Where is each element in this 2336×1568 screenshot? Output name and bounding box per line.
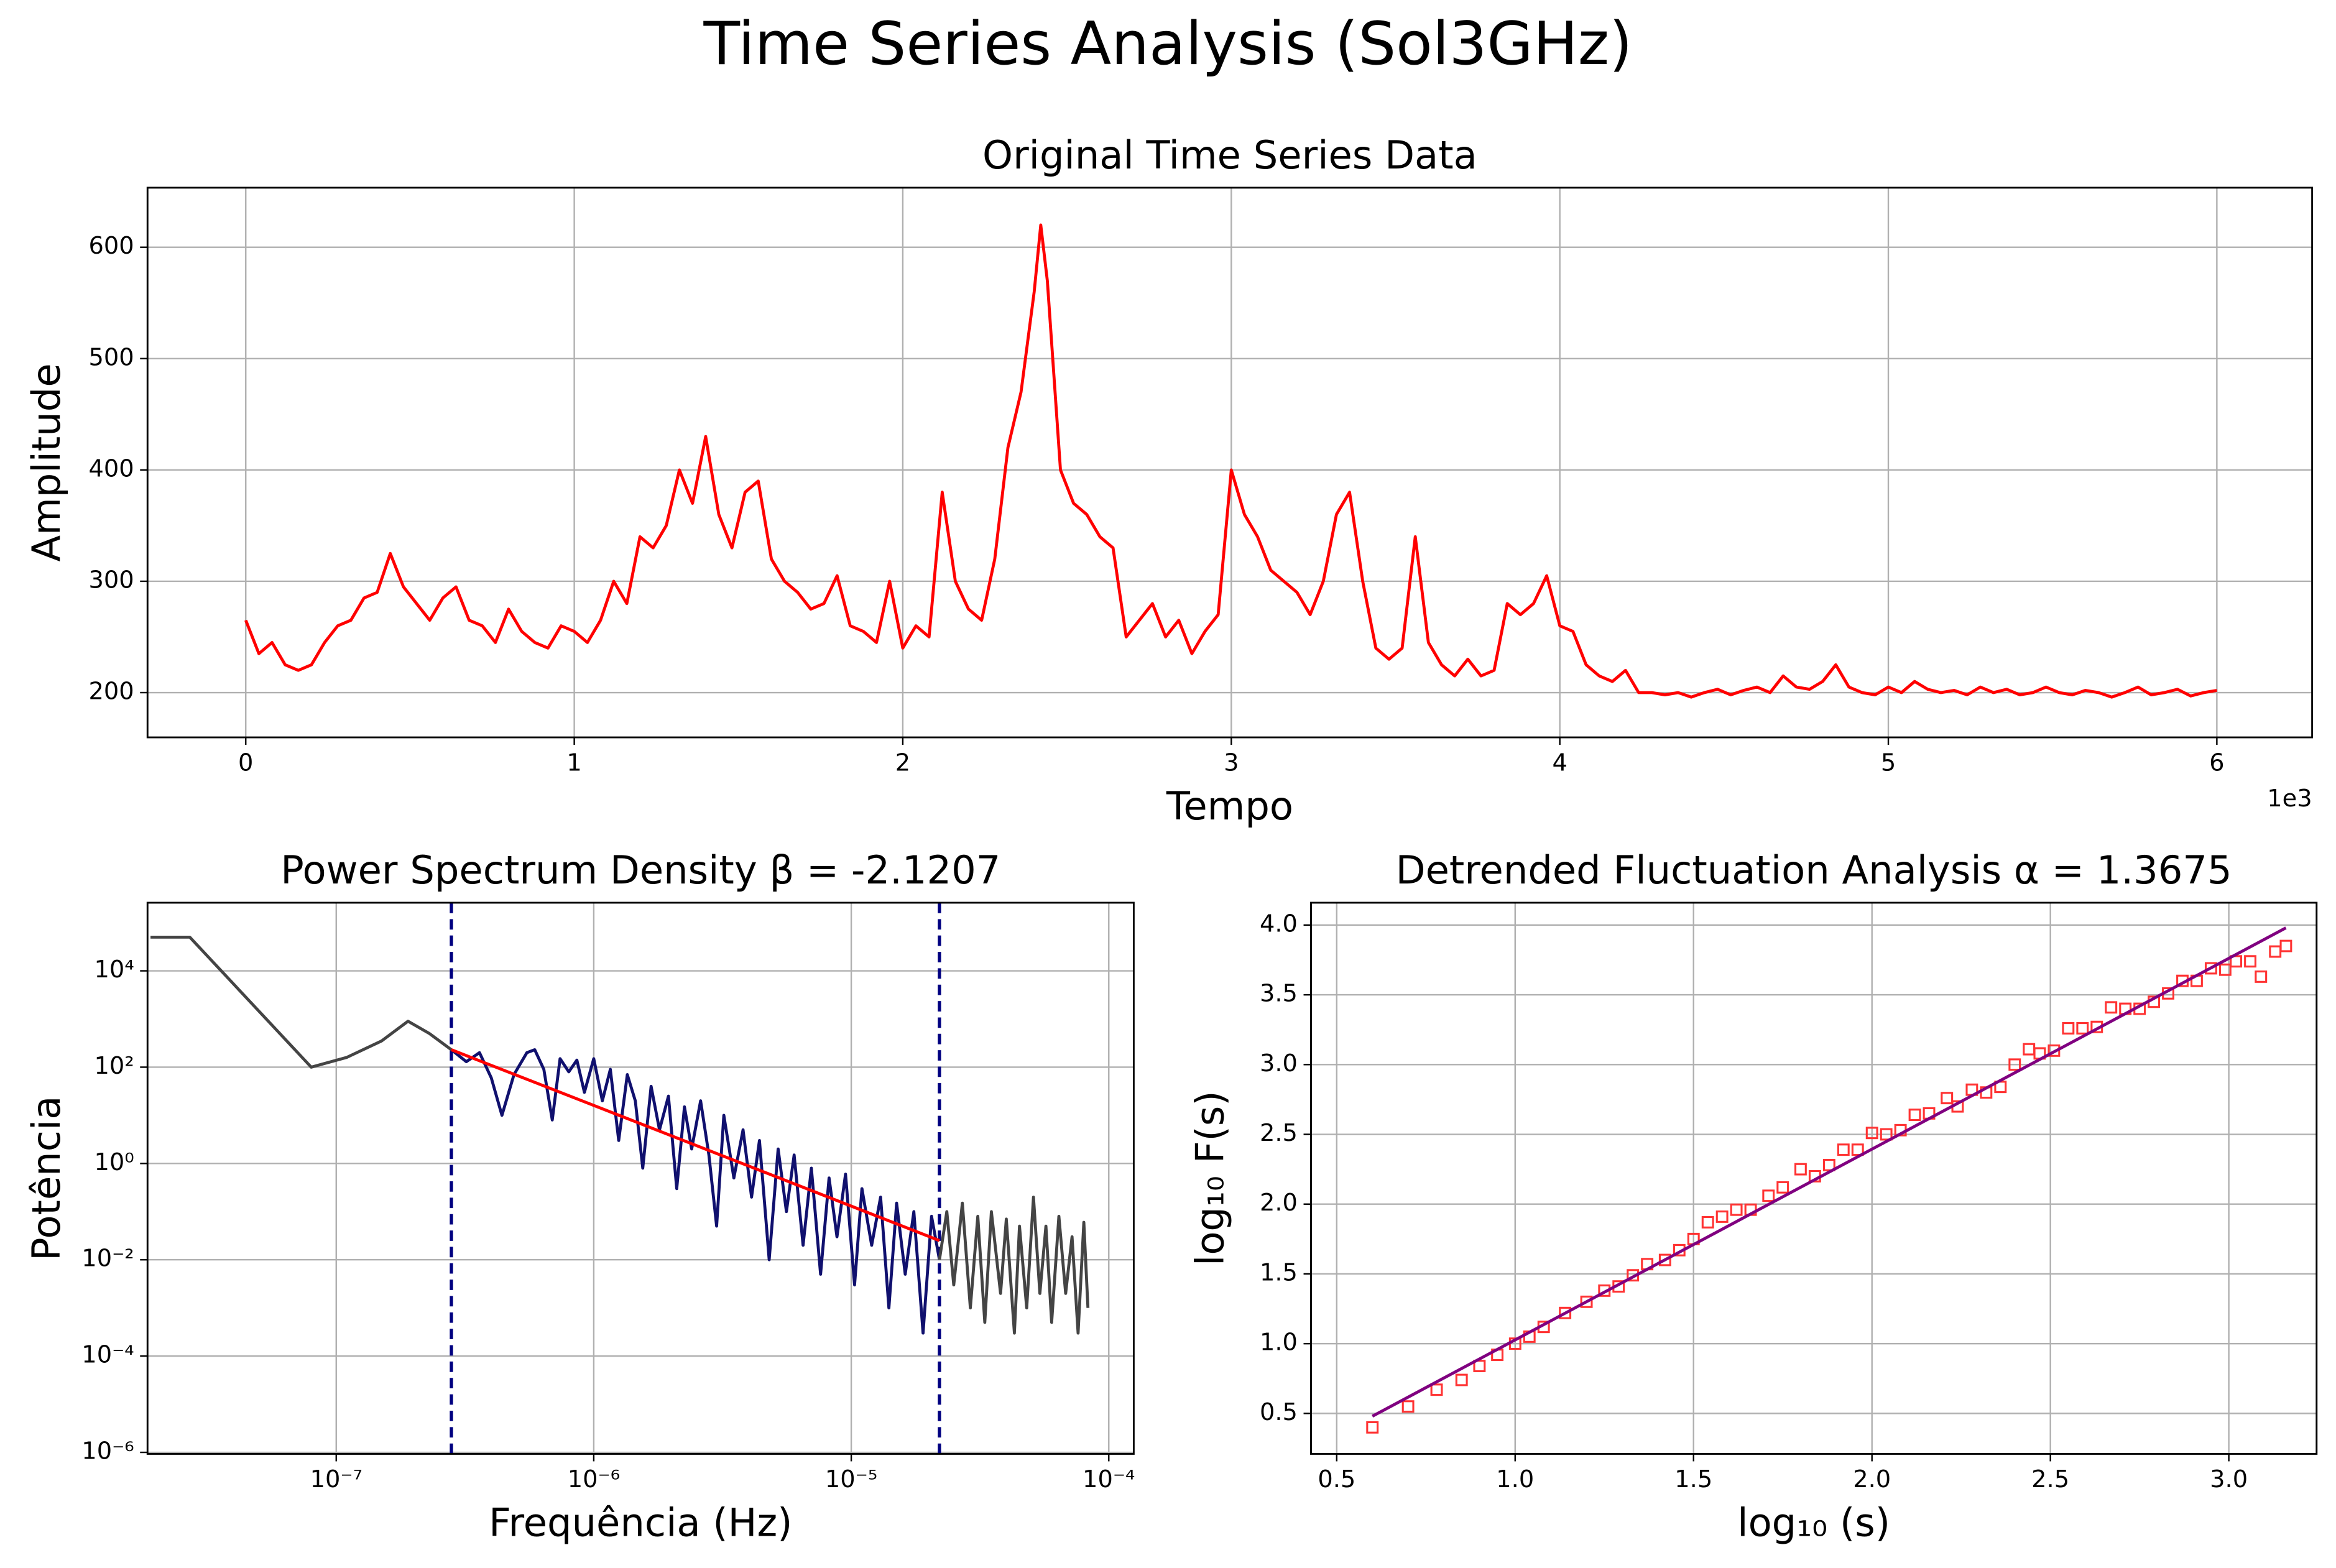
x-axis-label: Tempo <box>1166 783 1293 829</box>
series-line <box>150 936 453 1069</box>
x-tick-label: 2.0 <box>1853 1465 1891 1493</box>
x-tick-label: 10⁻⁷ <box>310 1465 362 1493</box>
series-line <box>938 1196 1090 1335</box>
x-axis-label: Frequência (Hz) <box>489 1500 792 1546</box>
x-tick-label: 10⁻⁴ <box>1083 1465 1135 1493</box>
data-point <box>1837 1143 1850 1156</box>
y-tick-label: 2.0 <box>1260 1189 1298 1217</box>
data-point <box>1658 1253 1671 1266</box>
chart-title: Detrended Fluctuation Analysis α = 1.367… <box>1396 847 2232 893</box>
data-point <box>1401 1400 1415 1413</box>
data-point <box>1455 1373 1468 1386</box>
x-tick-label: 6 <box>2209 749 2224 777</box>
x-tick-label: 2.5 <box>2031 1465 2069 1493</box>
x-tick-label: 3 <box>1224 749 1239 777</box>
data-point <box>1730 1203 1743 1216</box>
x-tick-label: 5 <box>1881 749 1896 777</box>
data-point <box>1762 1189 1775 1202</box>
data-point <box>1430 1383 1443 1396</box>
y-tick-label: 200 <box>89 678 134 706</box>
series-line <box>244 223 2217 699</box>
y-tick-label: 4.0 <box>1260 910 1298 938</box>
y-tick-label: 10⁻² <box>81 1245 134 1273</box>
data-point <box>1880 1128 1893 1141</box>
data-point <box>1473 1360 1486 1373</box>
x-tick-label: 4 <box>1552 749 1567 777</box>
y-tick-label: 600 <box>89 232 134 260</box>
y-tick-label: 10² <box>95 1052 134 1080</box>
y-tick-label: 3.5 <box>1260 980 1298 1008</box>
y-tick-label: 10⁻⁴ <box>81 1341 134 1369</box>
plot-frame <box>146 902 1135 1455</box>
x-tick-label: 10⁻⁵ <box>825 1465 877 1493</box>
data-point <box>1794 1163 1807 1176</box>
y-tick-label: 10⁰ <box>95 1148 134 1176</box>
data-point <box>1580 1295 1593 1308</box>
y-tick-label: 10⁻⁶ <box>81 1437 134 1465</box>
y-tick-label: 300 <box>89 566 134 594</box>
data-point <box>2244 955 2256 968</box>
data-point <box>1366 1421 1379 1434</box>
y-tick-label: 1.5 <box>1260 1258 1298 1286</box>
plot-frame <box>1310 902 2318 1455</box>
series-line <box>450 1048 941 1335</box>
data-point <box>2105 1001 2118 1014</box>
y-axis-label: log₁₀ F(s) <box>1187 1091 1232 1266</box>
data-point <box>2255 970 2268 983</box>
data-point <box>2076 1022 2089 1035</box>
x-tick-label: 1.0 <box>1496 1465 1534 1493</box>
y-axis-label: Amplitude <box>24 363 69 561</box>
x-tick-label: 0 <box>238 749 253 777</box>
y-tick-label: 500 <box>89 343 134 371</box>
data-point <box>2279 939 2292 952</box>
data-point <box>2008 1058 2021 1071</box>
x-tick-label: 3.0 <box>2210 1465 2248 1493</box>
y-tick-label: 0.5 <box>1260 1398 1298 1426</box>
data-point <box>1822 1158 1835 1171</box>
series-line <box>1372 926 2287 1418</box>
data-point <box>2062 1022 2075 1035</box>
chart-title: Original Time Series Data <box>982 132 1477 178</box>
chart-title: Power Spectrum Density β = -2.1207 <box>280 847 1000 893</box>
plot-frame <box>146 187 2314 739</box>
data-point <box>1701 1215 1714 1229</box>
y-tick-label: 2.5 <box>1260 1119 1298 1147</box>
data-point <box>1559 1306 1572 1319</box>
y-tick-label: 1.0 <box>1260 1329 1298 1357</box>
x-axis-label: log₁₀ (s) <box>1737 1500 1890 1546</box>
data-point <box>1865 1127 1878 1140</box>
data-point <box>1715 1210 1729 1223</box>
y-tick-label: 3.0 <box>1260 1049 1298 1077</box>
data-point <box>1941 1092 1954 1105</box>
x-tick-label: 2 <box>895 749 910 777</box>
x-tick-label: 0.5 <box>1318 1465 1355 1493</box>
x-offset-label: 1e3 <box>2267 785 2312 813</box>
x-tick-label: 1 <box>566 749 581 777</box>
data-point <box>1776 1181 1789 1194</box>
data-point <box>2218 963 2232 976</box>
figure-title: Time Series Analysis (Sol3GHz) <box>703 9 1633 78</box>
data-point <box>2204 962 2217 975</box>
y-tick-label: 400 <box>89 454 134 482</box>
x-tick-label: 1.5 <box>1674 1465 1712 1493</box>
y-axis-label: Potência <box>24 1096 69 1261</box>
data-point <box>1908 1109 1921 1122</box>
data-point <box>1851 1143 1864 1156</box>
series-line <box>451 1048 940 1242</box>
x-tick-label: 10⁻⁶ <box>568 1465 620 1493</box>
y-tick-label: 10⁴ <box>95 956 134 984</box>
